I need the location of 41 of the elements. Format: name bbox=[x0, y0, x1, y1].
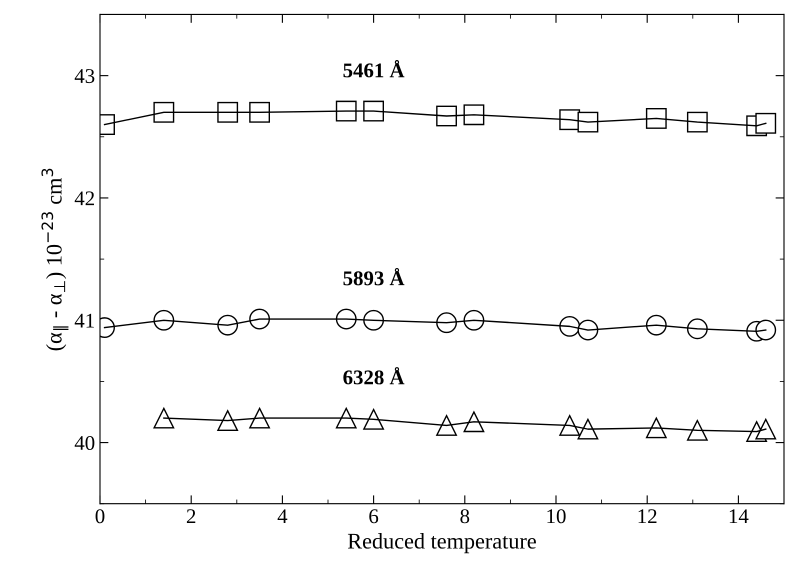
x-tick-label: 10 bbox=[547, 509, 566, 524]
point bbox=[646, 108, 667, 129]
point bbox=[217, 102, 238, 123]
series-label: 5461 Å bbox=[343, 60, 404, 78]
y-tick-label: 41 bbox=[74, 314, 94, 328]
point bbox=[755, 112, 776, 134]
x-tick-label: 4 bbox=[278, 509, 288, 524]
x-tick-label: 0 bbox=[96, 509, 104, 524]
point bbox=[686, 420, 708, 441]
point bbox=[755, 418, 776, 440]
x-tick-label: 2 bbox=[186, 509, 196, 524]
point bbox=[436, 106, 457, 126]
series-label: 6328 Å bbox=[343, 367, 404, 384]
point bbox=[464, 310, 484, 331]
point bbox=[436, 312, 457, 334]
point bbox=[363, 100, 384, 122]
x-tick-label: 14 bbox=[730, 509, 748, 524]
y-axis-title: (α$_{∥}$ - α$_{⊥}$) 10$^{−23}$ cm$^{3}$ bbox=[41, 168, 68, 350]
x-tick-label: 8 bbox=[460, 509, 470, 524]
point bbox=[153, 102, 174, 123]
y-tick-label: 40 bbox=[74, 436, 94, 450]
y-tick-label: 42 bbox=[74, 191, 94, 206]
x-axis-title: Reduced temperature bbox=[348, 533, 536, 554]
point bbox=[646, 417, 667, 438]
point bbox=[363, 408, 384, 430]
x-tick-label: 12 bbox=[638, 509, 656, 524]
point bbox=[464, 411, 484, 432]
point bbox=[686, 112, 708, 133]
point bbox=[464, 104, 484, 126]
point bbox=[578, 112, 598, 133]
x-tick-label: 6 bbox=[369, 509, 378, 524]
point bbox=[755, 320, 776, 340]
point bbox=[249, 102, 270, 123]
point bbox=[217, 314, 238, 336]
point bbox=[336, 308, 357, 330]
point bbox=[336, 100, 357, 122]
point bbox=[363, 310, 384, 331]
point bbox=[249, 308, 270, 330]
y-tick-label: 43 bbox=[74, 69, 94, 84]
series-label: 5893 Å bbox=[343, 268, 404, 286]
point bbox=[646, 314, 667, 336]
